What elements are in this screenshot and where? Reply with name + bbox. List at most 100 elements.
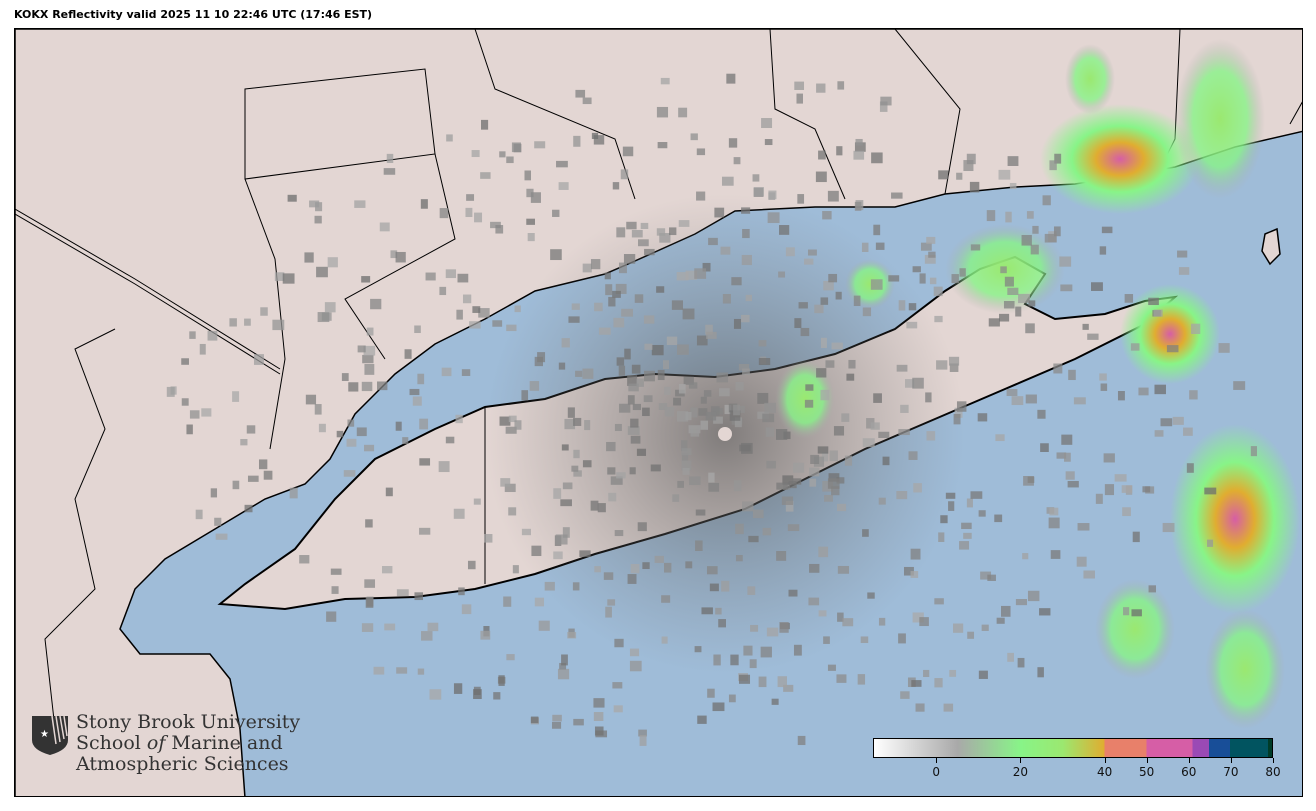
echo-pixel <box>1166 345 1179 353</box>
echo-pixel <box>903 566 914 576</box>
echo-pixel <box>818 546 829 558</box>
echo-pixel <box>714 207 725 218</box>
echo-pixel <box>750 624 759 632</box>
echo-pixel <box>624 348 631 360</box>
echo-pixel <box>1042 195 1051 206</box>
echo-pixel <box>664 386 671 395</box>
echo-pixel <box>898 429 910 436</box>
echo-pixel <box>797 735 806 746</box>
echo-pixel <box>841 413 850 422</box>
echo-pixel <box>808 597 820 606</box>
echo-pixel <box>712 702 725 712</box>
echo-pixel <box>733 480 742 492</box>
echo-pixel <box>1183 427 1193 436</box>
echo-pixel <box>603 572 614 580</box>
echo-pixel <box>627 426 640 435</box>
echo-pixel <box>1160 418 1173 427</box>
echo-pixel <box>622 146 634 157</box>
echo-pixel <box>1077 523 1090 531</box>
echo-pixel <box>660 77 670 85</box>
colorbar-tick <box>936 758 938 763</box>
echo-pixel <box>757 392 769 404</box>
echo-pixel <box>1050 550 1061 559</box>
echo-pixel <box>656 286 665 293</box>
echo-pixel <box>949 363 959 372</box>
echo-pixel <box>777 676 787 688</box>
echo-pixel <box>571 465 579 472</box>
echo-pixel <box>1177 250 1188 258</box>
echo-pixel <box>1048 517 1060 529</box>
echo-pixel <box>621 308 634 317</box>
echo-pixel <box>825 360 835 368</box>
echo-pixel <box>978 510 986 517</box>
echo-pixel <box>396 667 408 674</box>
echo-pixel <box>299 555 310 564</box>
echo-pixel <box>1061 434 1073 445</box>
colorbar-tick-label: 50 <box>1139 765 1155 779</box>
echo-pixel <box>613 317 625 328</box>
echo-pixel <box>766 627 779 637</box>
echo-pixel <box>365 519 373 528</box>
echo-pixel <box>1030 244 1039 255</box>
echo-pixel <box>661 595 671 603</box>
echo-pixel <box>1117 391 1125 401</box>
echo-pixel <box>710 406 720 416</box>
echo-pixel <box>419 418 429 430</box>
echo-pixel <box>949 669 957 677</box>
echo-pixel <box>441 367 452 377</box>
echo-pixel <box>731 277 742 286</box>
echo-pixel <box>807 249 817 256</box>
echo-pixel <box>794 81 805 90</box>
echo-pixel <box>244 318 251 326</box>
echo-pixel <box>828 473 840 482</box>
echo-pixel <box>747 586 756 595</box>
echo-pixel <box>677 344 689 355</box>
echo-pixel <box>630 563 640 574</box>
echo-pixel <box>657 142 668 149</box>
echo-pixel <box>1148 585 1156 593</box>
echo-pixel <box>926 431 936 441</box>
echo-pixel <box>977 413 988 422</box>
echo-pixel <box>948 356 960 366</box>
echo-pixel <box>560 499 572 507</box>
echo-pixel <box>258 459 268 470</box>
echo-pixel <box>873 224 881 236</box>
echo-pixel <box>986 210 996 222</box>
echo-pixel <box>862 438 875 448</box>
echo-pixel <box>480 172 491 179</box>
echo-pixel <box>627 375 638 386</box>
echo-pixel <box>1099 246 1107 255</box>
echo-pixel <box>327 257 338 268</box>
echo-pixel <box>626 221 637 230</box>
echo-pixel <box>575 89 586 98</box>
colorbar-tick-label: 40 <box>1096 765 1113 779</box>
echo-pixel <box>767 212 780 224</box>
echo-pixel <box>514 305 521 313</box>
echo-pixel <box>412 396 422 406</box>
echo-pixel <box>721 580 730 592</box>
echo-pixel <box>758 358 771 366</box>
echo-pixel <box>804 399 814 408</box>
echo-pixel <box>544 581 555 591</box>
echo-pixel <box>650 464 661 472</box>
echo-pixel <box>959 541 970 550</box>
echo-pixel <box>504 483 516 493</box>
echo-pixel <box>708 472 715 483</box>
echo-pixel <box>970 244 981 251</box>
echo-pixel <box>573 718 584 726</box>
echo-pixel <box>733 318 742 329</box>
echo-pixel <box>1076 556 1087 567</box>
echo-pixel <box>582 368 594 379</box>
echo-pixel <box>1065 471 1075 480</box>
echo-pixel <box>1059 256 1072 267</box>
echo-pixel <box>804 258 814 265</box>
echo-pixel <box>708 237 718 246</box>
echo-pixel <box>776 482 788 490</box>
echo-pixel <box>978 670 988 679</box>
echo-pixel <box>573 470 582 477</box>
echo-pixel <box>848 359 856 369</box>
echo-pixel <box>797 194 805 204</box>
echo-pixel <box>823 280 834 291</box>
echo-pixel <box>199 343 206 355</box>
echo-pixel <box>1007 652 1014 662</box>
